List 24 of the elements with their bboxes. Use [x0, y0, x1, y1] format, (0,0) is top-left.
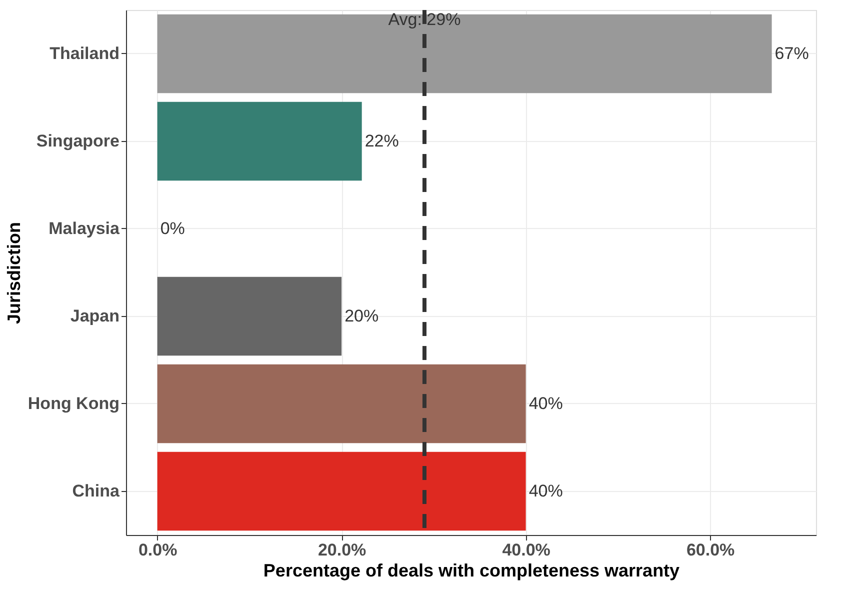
x-axis-title: Percentage of deals with completeness warranty	[263, 560, 680, 580]
data-label: 0%	[160, 218, 185, 238]
data-label: 40%	[528, 481, 563, 500]
bar	[157, 276, 342, 356]
y-tick-label: Singapore	[36, 131, 120, 150]
y-tick-label: Japan	[70, 306, 120, 326]
y-axis-title: Jurisdiction	[4, 222, 24, 324]
data-label: 22%	[364, 131, 399, 150]
bar	[157, 452, 526, 531]
x-tick-label: 0.0%	[138, 540, 178, 560]
x-tick-label: 40.0%	[502, 540, 550, 560]
bar	[157, 102, 362, 181]
bar	[157, 364, 526, 444]
data-label: 40%	[528, 394, 563, 413]
ref-line-label: Avg: 29%	[388, 10, 461, 29]
bar	[157, 14, 772, 94]
x-tick-label: 60.0%	[686, 540, 735, 560]
y-tick-label: Hong Kong	[28, 394, 120, 413]
x-tick-label: 20.0%	[318, 540, 366, 560]
y-tick-label: Malaysia	[48, 218, 120, 238]
y-tick-label: Thailand	[50, 44, 120, 63]
data-label: 20%	[344, 306, 379, 326]
data-label: 67%	[774, 44, 809, 63]
y-tick-label: China	[72, 481, 120, 500]
